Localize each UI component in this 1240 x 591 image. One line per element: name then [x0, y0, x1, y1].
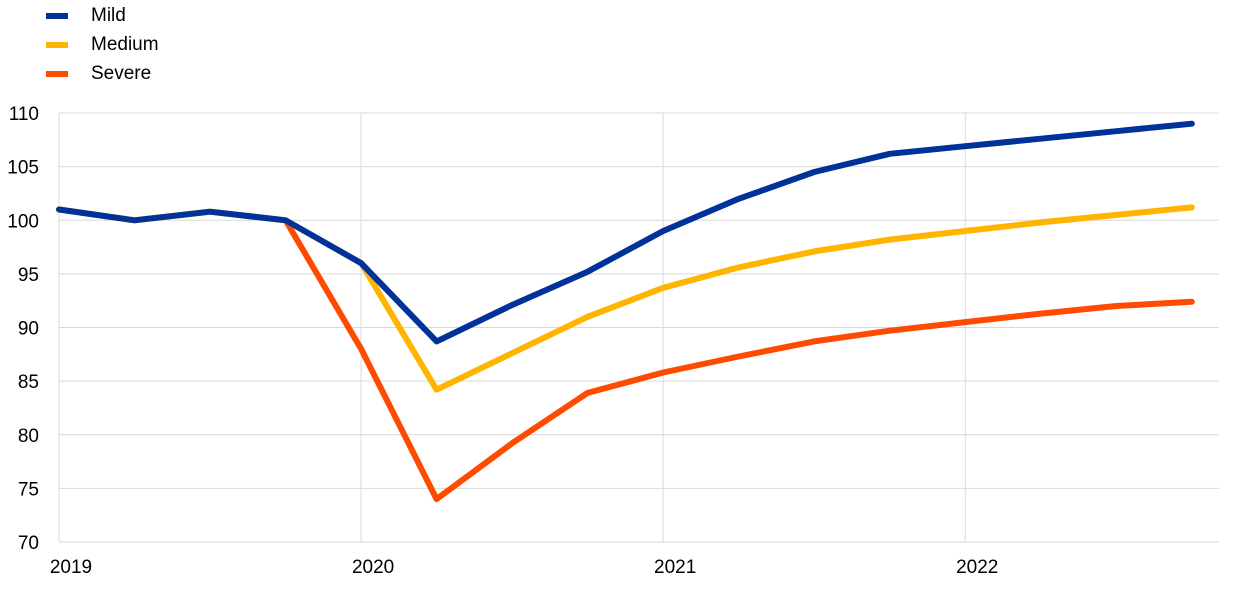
y-tick-label-95: 95 — [18, 265, 39, 286]
y-tick-label-70: 70 — [18, 533, 39, 554]
chart-gridlines — [59, 112, 1219, 542]
legend-swatch-medium — [46, 41, 68, 48]
y-tick-label-85: 85 — [18, 372, 39, 393]
legend-swatch-severe — [46, 70, 68, 77]
legend-swatch-mild — [46, 12, 68, 19]
y-tick-label-110: 110 — [9, 104, 39, 125]
x-tick-label-2020: 2020 — [352, 557, 394, 578]
legend-label-mild: Mild — [91, 5, 126, 26]
legend-label-medium: Medium — [91, 34, 159, 55]
y-tick-label-105: 105 — [7, 158, 39, 179]
y-tick-label-75: 75 — [18, 479, 39, 500]
legend-label-severe: Severe — [91, 63, 152, 84]
x-axis-tick-labels: 2019 2020 2021 2022 — [50, 557, 999, 578]
legend-item-mild: Mild — [46, 1, 159, 30]
legend-item-medium: Medium — [46, 30, 159, 59]
x-tick-label-2019: 2019 — [50, 557, 92, 578]
legend-item-severe: Severe — [46, 59, 159, 88]
x-tick-label-2022: 2022 — [956, 557, 998, 578]
y-tick-label-100: 100 — [7, 211, 39, 232]
series-line-mild — [56, 120, 1195, 345]
series-line-medium — [56, 204, 1195, 393]
y-axis-tick-labels: 110 105 100 95 90 85 80 75 70 — [7, 104, 39, 554]
chart-legend: Mild Medium Severe — [46, 1, 159, 88]
chart-axes — [58, 113, 1219, 543]
x-tick-label-2021: 2021 — [654, 557, 696, 578]
chart-series-lines — [56, 120, 1195, 503]
y-tick-label-80: 80 — [18, 426, 39, 447]
y-tick-label-90: 90 — [18, 319, 39, 340]
